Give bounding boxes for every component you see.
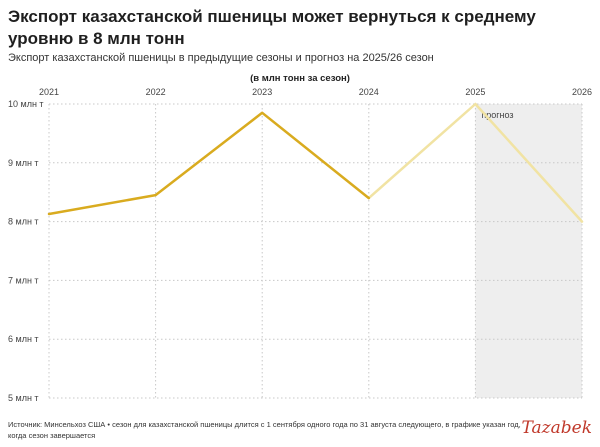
x-tick-label: 2025 <box>465 87 485 97</box>
y-tick-label: 6 млн т <box>8 334 39 344</box>
y-tick-label: 8 млн т <box>8 217 39 227</box>
y-tick-label: 9 млн т <box>8 158 39 168</box>
y-tick-label: 5 млн т <box>8 393 39 403</box>
series-line <box>367 102 584 223</box>
x-tick-label: 2022 <box>146 87 166 97</box>
x-tick-label: 2023 <box>252 87 272 97</box>
units-label: (в млн тонн за сезон) <box>250 73 350 84</box>
forecast-label: прогноз <box>481 110 513 120</box>
x-tick-label: 2021 <box>39 87 59 97</box>
x-tick-label: 2024 <box>359 87 379 97</box>
series-line <box>47 111 371 216</box>
chart-title: Экспорт казахстанской пшеницы может верн… <box>8 7 536 48</box>
brand-logo: Tazabek <box>521 418 593 438</box>
y-tick-label: 10 млн т <box>8 99 44 109</box>
source-note: Источник: Минсельхоз США • сезон для каз… <box>8 420 521 440</box>
x-tick-label: 2026 <box>572 87 592 97</box>
forecast-region <box>475 104 582 398</box>
chart-subtitle: Экспорт казахстанской пшеницы в предыдущ… <box>8 52 434 64</box>
y-tick-label: 7 млн т <box>8 275 39 285</box>
